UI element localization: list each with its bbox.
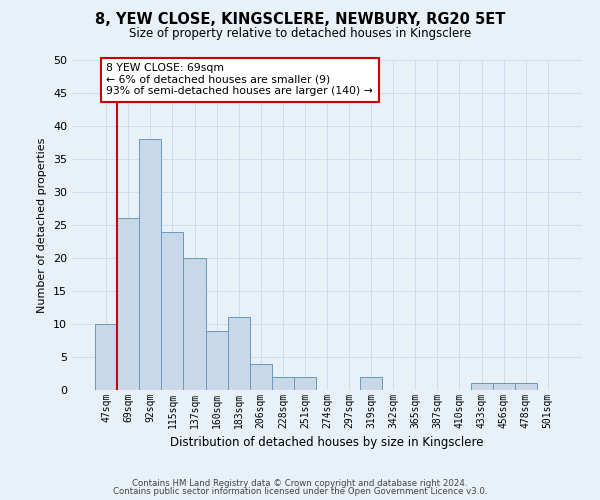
Y-axis label: Number of detached properties: Number of detached properties bbox=[37, 138, 47, 312]
Bar bbox=[294, 377, 316, 390]
Bar bbox=[493, 384, 515, 390]
Text: Contains HM Land Registry data © Crown copyright and database right 2024.: Contains HM Land Registry data © Crown c… bbox=[132, 478, 468, 488]
Bar bbox=[470, 384, 493, 390]
Bar bbox=[206, 330, 227, 390]
Bar bbox=[360, 377, 382, 390]
Bar bbox=[272, 377, 294, 390]
Bar bbox=[184, 258, 206, 390]
Text: 8 YEW CLOSE: 69sqm
← 6% of detached houses are smaller (9)
93% of semi-detached : 8 YEW CLOSE: 69sqm ← 6% of detached hous… bbox=[106, 64, 373, 96]
Bar bbox=[515, 384, 537, 390]
X-axis label: Distribution of detached houses by size in Kingsclere: Distribution of detached houses by size … bbox=[170, 436, 484, 450]
Text: Size of property relative to detached houses in Kingsclere: Size of property relative to detached ho… bbox=[129, 28, 471, 40]
Bar bbox=[139, 139, 161, 390]
Bar bbox=[161, 232, 184, 390]
Bar bbox=[117, 218, 139, 390]
Text: Contains public sector information licensed under the Open Government Licence v3: Contains public sector information licen… bbox=[113, 487, 487, 496]
Bar bbox=[227, 318, 250, 390]
Text: 8, YEW CLOSE, KINGSCLERE, NEWBURY, RG20 5ET: 8, YEW CLOSE, KINGSCLERE, NEWBURY, RG20 … bbox=[95, 12, 505, 28]
Bar bbox=[95, 324, 117, 390]
Bar bbox=[250, 364, 272, 390]
